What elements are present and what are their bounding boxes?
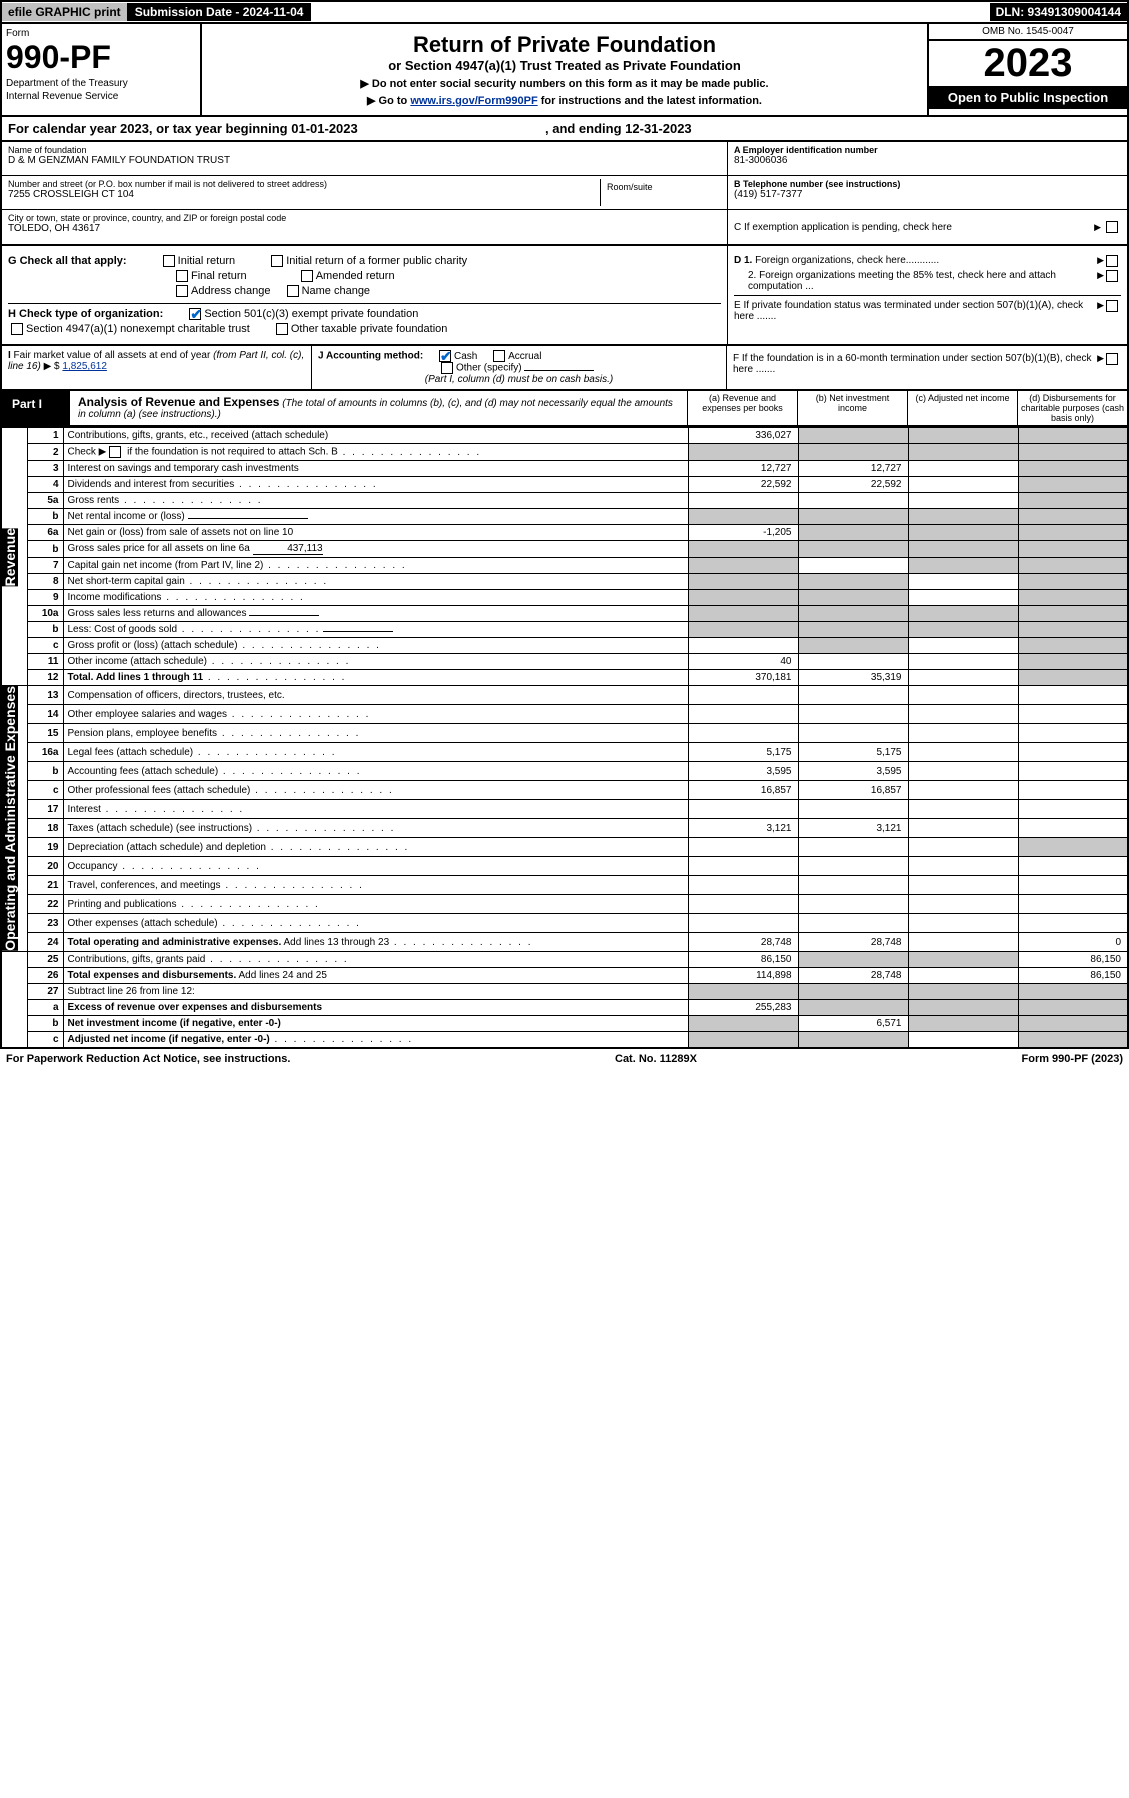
foundation-name-label: Name of foundation — [8, 145, 721, 155]
instruction-1: ▶ Do not enter social security numbers o… — [210, 77, 919, 90]
form-header: Form 990-PF Department of the Treasury I… — [0, 24, 1129, 117]
name-change-checkbox[interactable] — [287, 285, 299, 297]
final-return-checkbox[interactable] — [176, 270, 188, 282]
d2-85pct-checkbox[interactable] — [1106, 270, 1118, 282]
foundation-name: D & M GENZMAN FAMILY FOUNDATION TRUST — [8, 155, 721, 166]
initial-former-checkbox[interactable] — [271, 255, 283, 267]
submission-date: Submission Date - 2024-11-04 — [129, 3, 312, 21]
calendar-year-row: For calendar year 2023, or tax year begi… — [0, 117, 1129, 142]
arrow-icon — [1097, 255, 1106, 267]
arrow-icon — [1097, 270, 1106, 292]
other-taxable-checkbox[interactable] — [276, 323, 288, 335]
arrow-icon — [1094, 222, 1103, 233]
j-note: (Part I, column (d) must be on cash basi… — [318, 374, 720, 385]
form-label: Form — [6, 28, 196, 39]
top-bar: efile GRAPHIC print Submission Date - 20… — [0, 0, 1129, 24]
ein-label: A Employer identification number — [734, 145, 1121, 155]
revenue-side-label: Revenue — [2, 528, 18, 586]
pra-notice: For Paperwork Reduction Act Notice, see … — [6, 1053, 290, 1065]
form-title: Return of Private Foundation — [210, 32, 919, 58]
page-footer: For Paperwork Reduction Act Notice, see … — [0, 1049, 1129, 1069]
ein-value: 81-3006036 — [734, 155, 1121, 166]
other-method-checkbox[interactable] — [441, 362, 453, 374]
i-label: I Fair market value of all assets at end… — [8, 350, 304, 372]
dept-treasury: Department of the Treasury — [6, 78, 196, 89]
line-1-desc: Contributions, gifts, grants, etc., rece… — [63, 428, 688, 444]
address-change-checkbox[interactable] — [176, 285, 188, 297]
room-suite-label: Room/suite — [601, 179, 721, 206]
g-row: G Check all that apply: Initial return I… — [8, 255, 721, 267]
omb-number: OMB No. 1545-0047 — [929, 24, 1127, 41]
501c3-checkbox[interactable] — [189, 308, 201, 320]
tax-year: 2023 — [929, 41, 1127, 86]
identification-block: Name of foundation D & M GENZMAN FAMILY … — [0, 142, 1129, 246]
fmv-value[interactable]: 1,825,612 — [62, 361, 107, 372]
expenses-side-label: Operating and Administrative Expenses — [2, 686, 18, 951]
form-number: 990-PF — [6, 39, 196, 76]
checks-block: G Check all that apply: Initial return I… — [0, 246, 1129, 346]
efile-print-button[interactable]: efile GRAPHIC print — [2, 3, 129, 21]
arrow-icon — [1097, 300, 1106, 322]
ij-row: I Fair market value of all assets at end… — [0, 346, 1129, 391]
amended-return-checkbox[interactable] — [301, 270, 313, 282]
form-ref: Form 990-PF (2023) — [1022, 1053, 1123, 1065]
part-1-header: Part I Analysis of Revenue and Expenses … — [0, 391, 1129, 427]
irs-link[interactable]: www.irs.gov/Form990PF — [410, 95, 537, 107]
analysis-table: Revenue 1Contributions, gifts, grants, e… — [0, 427, 1129, 1049]
e-terminated-checkbox[interactable] — [1106, 300, 1118, 312]
city-label: City or town, state or province, country… — [8, 213, 721, 223]
catalog-number: Cat. No. 11289X — [615, 1053, 697, 1065]
col-d-header: (d) Disbursements for charitable purpose… — [1017, 391, 1127, 425]
arrow-icon — [1097, 353, 1106, 375]
f-60month-checkbox[interactable] — [1106, 353, 1118, 365]
cash-method-checkbox[interactable] — [439, 350, 451, 362]
form-subtitle: or Section 4947(a)(1) Trust Treated as P… — [210, 58, 919, 73]
col-c-header: (c) Adjusted net income — [907, 391, 1017, 425]
address-value: 7255 CROSSLEIGH CT 104 — [8, 189, 600, 200]
col-b-header: (b) Net investment income — [797, 391, 907, 425]
address-label: Number and street (or P.O. box number if… — [8, 179, 600, 189]
col-a-header: (a) Revenue and expenses per books — [687, 391, 797, 425]
4947-checkbox[interactable] — [11, 323, 23, 335]
d1-foreign-checkbox[interactable] — [1106, 255, 1118, 267]
exemption-pending-label: C If exemption application is pending, c… — [734, 222, 952, 233]
accrual-method-checkbox[interactable] — [493, 350, 505, 362]
sch-b-checkbox[interactable] — [109, 446, 121, 458]
dln-number: DLN: 93491309004144 — [990, 3, 1127, 21]
exemption-pending-checkbox[interactable] — [1106, 221, 1118, 233]
phone-label: B Telephone number (see instructions) — [734, 179, 1121, 189]
part-1-label: Part I — [2, 391, 70, 425]
instruction-2: ▶ Go to www.irs.gov/Form990PF for instru… — [210, 94, 919, 107]
open-inspection: Open to Public Inspection — [929, 86, 1127, 109]
initial-return-checkbox[interactable] — [163, 255, 175, 267]
city-value: TOLEDO, OH 43617 — [8, 223, 721, 234]
dept-irs: Internal Revenue Service — [6, 91, 196, 102]
phone-value: (419) 517-7377 — [734, 189, 1121, 200]
